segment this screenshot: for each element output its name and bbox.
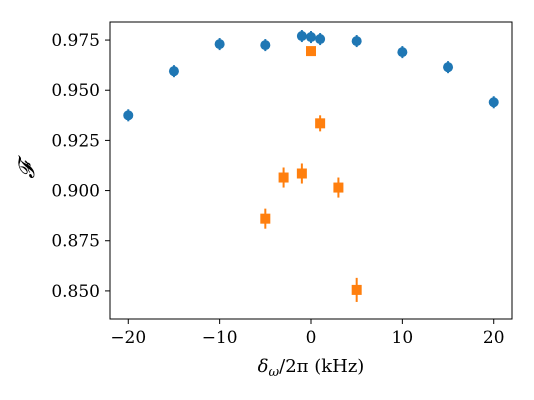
- data-point-circle: [351, 36, 362, 47]
- data-point-circle: [260, 40, 271, 51]
- y-axis-label: 𝓕: [15, 155, 40, 179]
- data-point-square: [351, 284, 362, 295]
- x-tick-label: 0: [306, 328, 317, 348]
- x-tick-label: −10: [202, 328, 238, 348]
- data-point-square: [260, 213, 271, 224]
- data-point-square: [296, 168, 307, 179]
- plot-frame: [109, 21, 513, 320]
- data-point-square: [278, 172, 289, 183]
- x-axis-label-rest: /2π (kHz): [279, 356, 364, 377]
- x-tick-label: 10: [392, 328, 414, 348]
- y-tick-label: 0.850: [51, 282, 100, 302]
- data-point-circle: [397, 47, 408, 58]
- y-tick-label: 0.925: [51, 131, 100, 151]
- x-axis-label: δω/2π (kHz): [258, 356, 365, 380]
- data-point-circle: [168, 66, 179, 77]
- data-point-circle: [443, 62, 454, 73]
- x-axis-label-main: δ: [258, 356, 269, 377]
- x-tick-label: 20: [483, 328, 505, 348]
- data-point-square: [315, 118, 326, 129]
- data-point-circle: [123, 110, 134, 121]
- data-point-circle: [315, 34, 326, 45]
- y-tick-label: 0.950: [51, 81, 100, 101]
- x-tick-label: −20: [110, 328, 146, 348]
- data-point-circle: [296, 31, 307, 42]
- y-tick-label: 0.900: [51, 182, 100, 202]
- data-point-circle: [306, 32, 316, 43]
- data-point-square: [306, 46, 316, 57]
- data-point-square: [333, 182, 344, 193]
- data-marks: [123, 30, 499, 302]
- x-axis-label-sub: ω: [269, 365, 280, 380]
- y-tick-label: 0.875: [51, 232, 100, 252]
- data-point-circle: [214, 39, 225, 50]
- data-point-circle: [488, 97, 499, 108]
- y-tick-label: 0.975: [51, 31, 100, 51]
- ticks: −20 −10 0 10 20 0.850 0.875 0.900 0.925 0.950 0.97…: [51, 31, 504, 348]
